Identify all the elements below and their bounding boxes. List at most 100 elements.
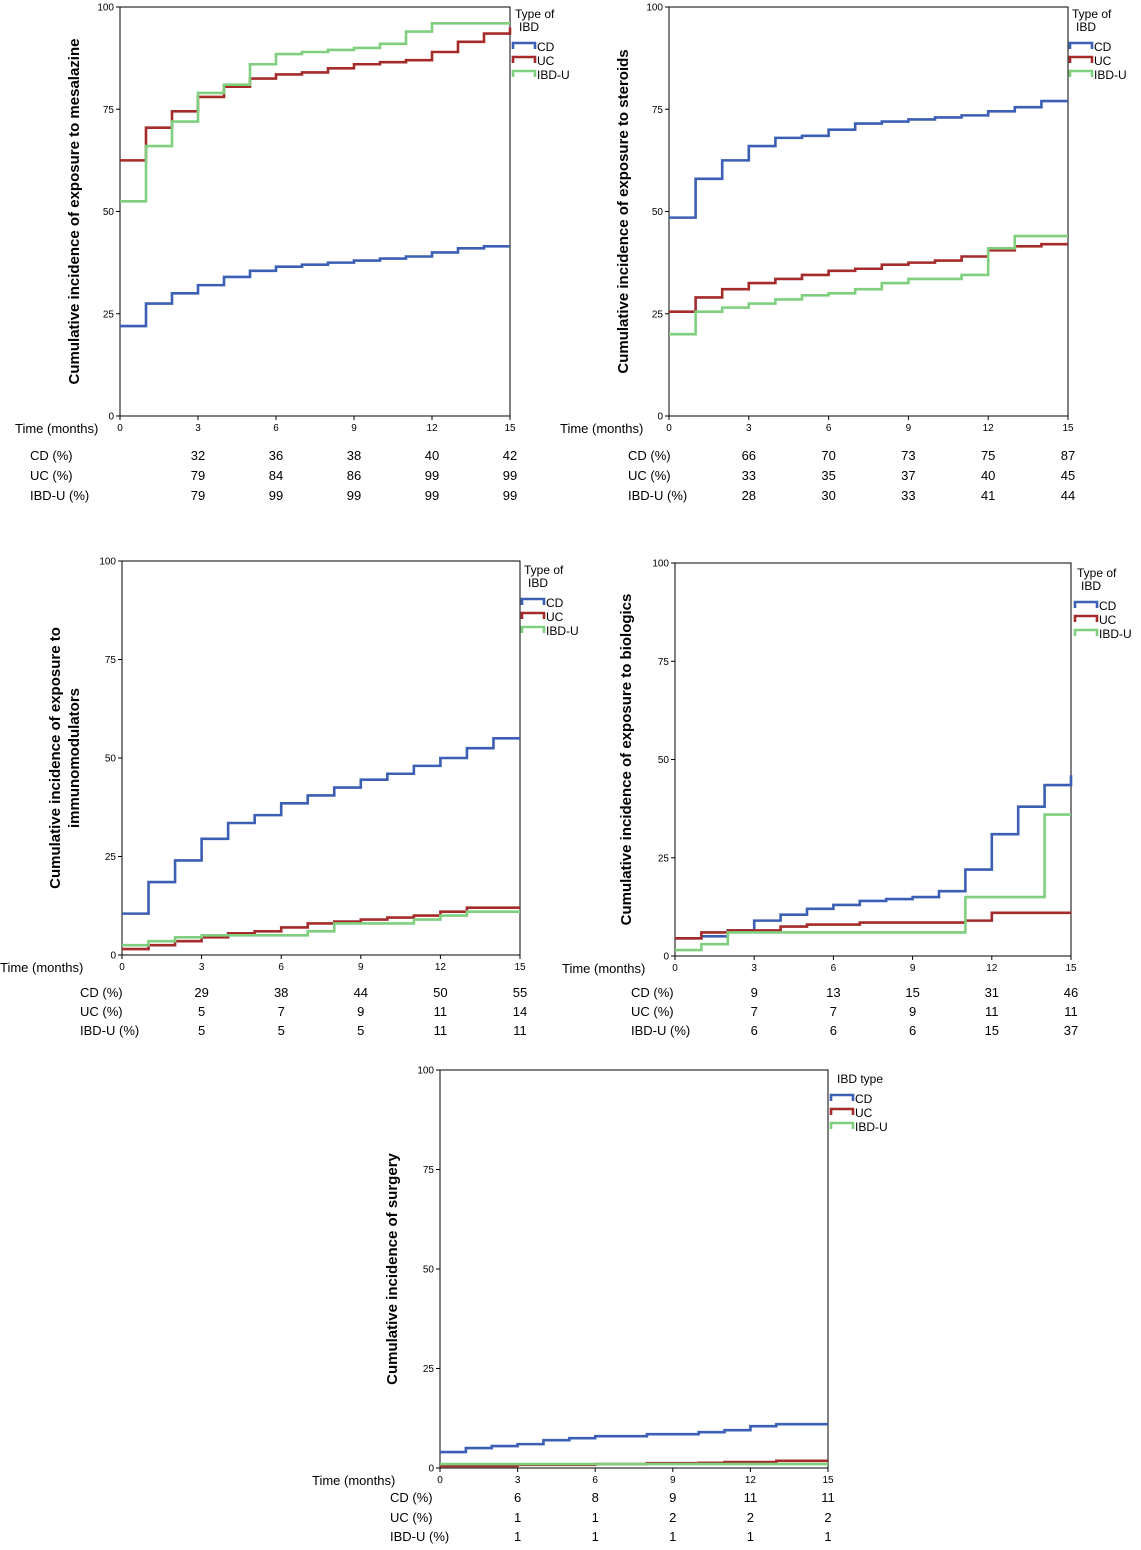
- legend-swatch-cd: [1073, 600, 1099, 608]
- x-tick-label: 3: [195, 423, 201, 434]
- series-line-ibd-u: [675, 813, 1071, 952]
- x-tick-label: 15: [504, 423, 516, 434]
- x-tick-label: 15: [1062, 423, 1074, 434]
- risk-row-value: 36: [269, 448, 283, 463]
- x-tick-label: 15: [822, 1475, 834, 1486]
- series-line-cd: [440, 1422, 828, 1454]
- legend-swatch-ibd-u: [520, 625, 546, 633]
- risk-row-value: 42: [503, 448, 517, 463]
- legend-title: IBD: [1081, 579, 1101, 593]
- risk-row-label: UC (%): [30, 468, 73, 483]
- series-line-uc: [669, 242, 1068, 314]
- risk-row-value: 7: [278, 1004, 285, 1019]
- risk-row-value: 86: [347, 468, 361, 483]
- risk-row-value: 28: [742, 488, 756, 503]
- x-tick-label: 3: [751, 963, 757, 974]
- x-tick-label: 9: [670, 1475, 676, 1486]
- risk-row-value: 84: [269, 468, 283, 483]
- y-tick-label: 50: [423, 1265, 435, 1276]
- risk-row-value: 6: [830, 1023, 837, 1038]
- x-tick-label: 6: [831, 963, 837, 974]
- legend-title: Type of: [1072, 7, 1112, 21]
- legend-label-ibd-u: IBD-U: [546, 624, 579, 638]
- legend-swatch-uc: [520, 611, 546, 619]
- risk-row-label: CD (%): [30, 448, 73, 463]
- series-line-cd: [122, 737, 520, 915]
- x-tick-label: 15: [514, 962, 526, 973]
- risk-row-value: 11: [434, 1004, 448, 1019]
- risk-table: CD (%) 9 13 15 31 46 UC (%) 7 7 9 11 11 IBD-U (%) 6 6 6…: [631, 985, 1078, 1038]
- risk-row-value: 5: [198, 1023, 205, 1038]
- x-tick-label: 0: [119, 962, 125, 973]
- y-axis-label: Cumulative incidence of exposure to mesa…: [66, 39, 83, 385]
- legend-label-uc: UC: [537, 54, 555, 68]
- legend-swatch-cd: [1068, 41, 1094, 49]
- legend-label-uc: UC: [546, 610, 564, 624]
- legend-label-cd: CD: [537, 40, 555, 54]
- risk-row-value: 31: [985, 985, 999, 1000]
- chart-panel-4: 0 25 50 75 100 0 3 6 9 12 15 Time (months) Cumulativ…: [562, 559, 1132, 1039]
- x-tick-label: 0: [666, 423, 672, 434]
- risk-row-label: UC (%): [628, 468, 671, 483]
- risk-row-value: 11: [434, 1023, 448, 1038]
- risk-row-value: 2: [669, 1510, 676, 1525]
- legend-title: Type of: [515, 7, 555, 21]
- legend-title: Type of: [1077, 566, 1117, 580]
- risk-row-value: 11: [985, 1004, 999, 1019]
- x-tick-label: 15: [1065, 963, 1077, 974]
- risk-row-value: 79: [191, 488, 205, 503]
- plot-frame: [119, 6, 511, 417]
- risk-row-value: 1: [592, 1510, 599, 1525]
- risk-row-value: 40: [981, 468, 995, 483]
- risk-row-label: IBD-U (%): [80, 1023, 139, 1038]
- x-tick-label: 0: [672, 963, 678, 974]
- risk-row-value: 5: [198, 1004, 205, 1019]
- risk-row-label: CD (%): [631, 985, 674, 1000]
- y-tick-label: 75: [423, 1165, 435, 1176]
- risk-row-value: 79: [191, 468, 205, 483]
- risk-row-value: 6: [514, 1490, 521, 1505]
- series-line-uc: [675, 911, 1071, 940]
- risk-row-value: 15: [905, 985, 919, 1000]
- x-tick-label: 6: [826, 423, 832, 434]
- y-tick-label: 25: [105, 852, 117, 863]
- x-axis-label: Time (months): [0, 960, 83, 975]
- x-tick-label: 12: [426, 423, 438, 434]
- risk-row-value: 99: [347, 488, 361, 503]
- risk-row-value: 11: [821, 1490, 835, 1505]
- risk-row-value: 99: [425, 488, 439, 503]
- risk-row-value: 13: [826, 985, 840, 1000]
- legend-label-ibd-u: IBD-U: [537, 68, 570, 82]
- risk-row-value: 6: [909, 1023, 916, 1038]
- risk-row-value: 41: [981, 488, 995, 503]
- risk-row-value: 9: [909, 1004, 916, 1019]
- legend-label-ibd-u: IBD-U: [855, 1120, 888, 1134]
- risk-row-value: 35: [821, 468, 835, 483]
- y-tick-label: 100: [646, 3, 663, 14]
- risk-row-value: 99: [503, 468, 517, 483]
- series-line-ibd-u: [122, 910, 520, 947]
- risk-row-label: IBD-U (%): [30, 488, 89, 503]
- risk-row-value: 38: [274, 985, 288, 1000]
- y-tick-label: 100: [97, 3, 114, 14]
- risk-row-value: 44: [1061, 488, 1075, 503]
- risk-table: CD (%) 66 70 73 75 87 UC (%) 33 35 37 40 45 IBD-U (%…: [628, 448, 1075, 503]
- y-tick-label: 50: [658, 755, 670, 766]
- risk-row-value: 70: [821, 448, 835, 463]
- legend-swatch-uc: [1073, 614, 1099, 622]
- y-tick-label: 25: [658, 853, 670, 864]
- risk-row-value: 8: [592, 1490, 599, 1505]
- y-tick-label: 100: [99, 557, 116, 568]
- y-tick-label: 75: [658, 657, 670, 668]
- risk-row-value: 1: [514, 1529, 521, 1544]
- x-tick-label: 6: [273, 423, 279, 434]
- legend-swatch-uc: [829, 1107, 855, 1115]
- x-tick-label: 0: [437, 1475, 443, 1486]
- risk-row-label: UC (%): [390, 1510, 433, 1525]
- risk-row-value: 9: [751, 985, 758, 1000]
